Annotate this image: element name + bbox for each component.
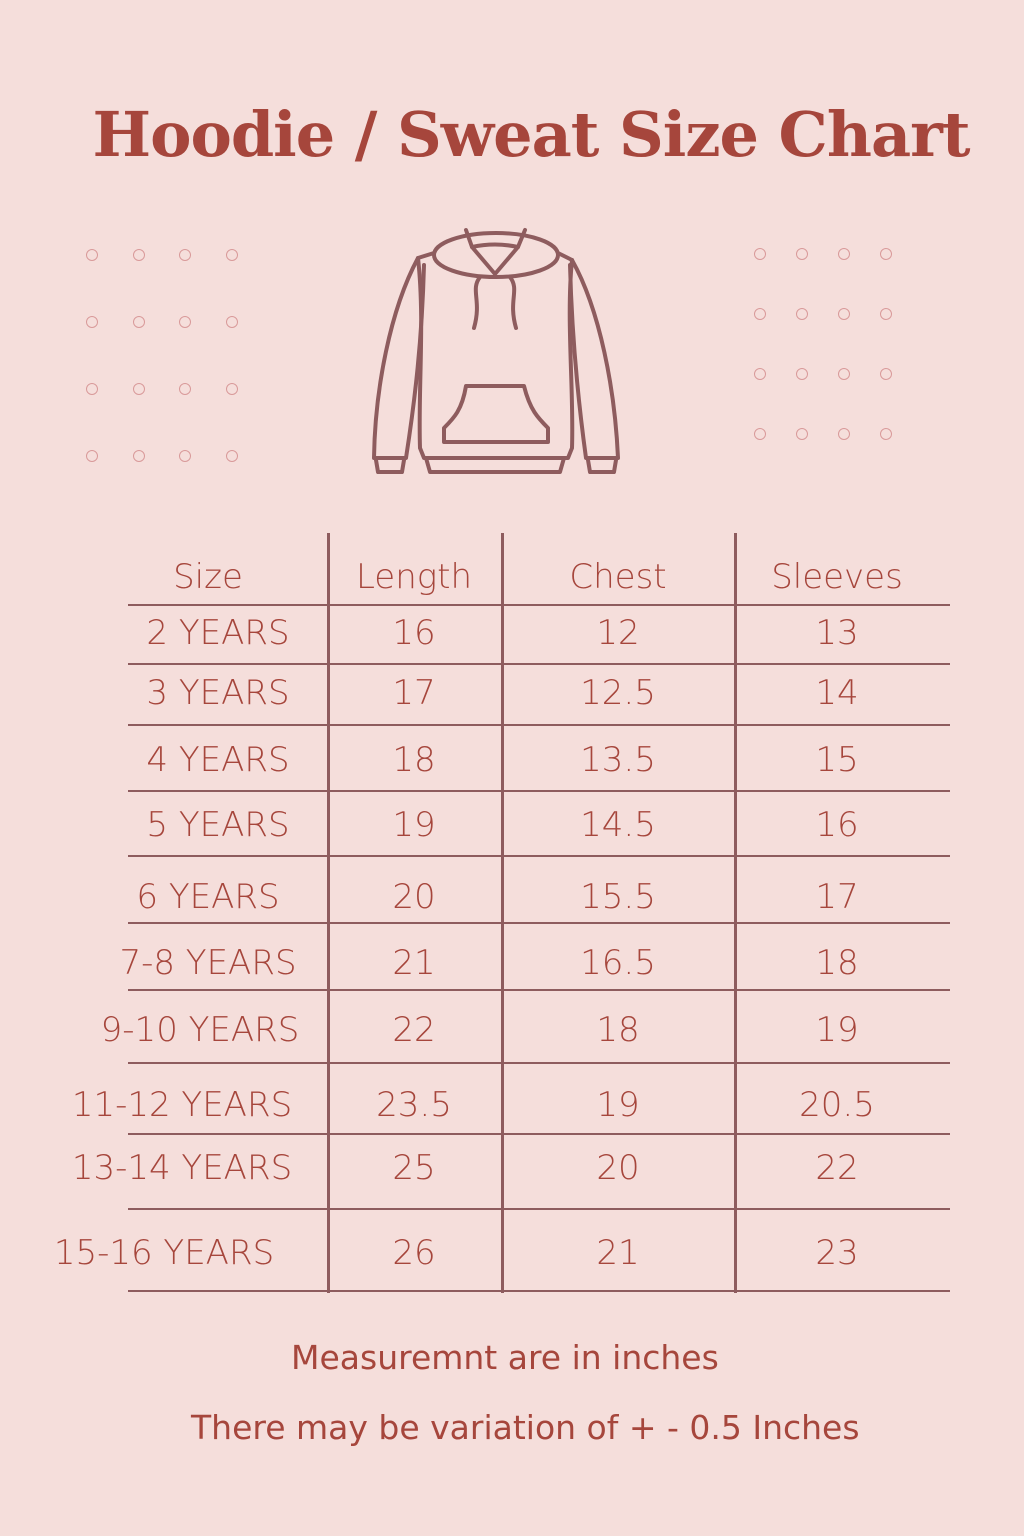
- row-divider: [128, 922, 950, 924]
- row-divider: [128, 724, 950, 726]
- dot: [754, 428, 766, 440]
- chest-cell: 16.5: [580, 943, 656, 983]
- row-divider: [128, 1290, 950, 1292]
- length-cell: 16: [392, 613, 436, 653]
- dot: [179, 383, 191, 395]
- length-cell: 20: [392, 877, 436, 917]
- row-divider: [128, 989, 950, 991]
- dot: [86, 316, 98, 328]
- sleeves-cell: 19: [815, 1010, 859, 1050]
- size-cell: 13-14 YEARS: [71, 1148, 293, 1188]
- size-cell: 3 YEARS: [146, 673, 290, 713]
- column-divider: [501, 533, 504, 1293]
- sleeves-cell: 13: [815, 613, 859, 653]
- dot: [86, 383, 98, 395]
- length-cell: 19: [392, 805, 436, 845]
- size-cell: 7-8 YEARS: [119, 943, 297, 983]
- column-header: Sleeves: [771, 557, 903, 597]
- row-divider: [128, 1062, 950, 1064]
- length-cell: 26: [392, 1233, 436, 1273]
- sleeves-cell: 17: [815, 877, 859, 917]
- dot: [179, 450, 191, 462]
- dot: [132, 316, 145, 328]
- dot: [880, 368, 892, 380]
- row-divider: [128, 663, 950, 665]
- row-divider: [128, 790, 950, 792]
- dot: [880, 428, 892, 440]
- size-cell: 11-12 YEARS: [71, 1085, 293, 1125]
- dot: [225, 316, 238, 328]
- variation-note: There may be variation of + - 0.5 Inches: [191, 1408, 860, 1447]
- dot: [225, 383, 238, 395]
- chest-cell: 12.5: [580, 673, 656, 713]
- sleeves-cell: 23: [815, 1233, 859, 1273]
- sleeves-cell: 14: [815, 673, 859, 713]
- column-divider: [327, 533, 330, 1293]
- page-title: Hoodie / Sweat Size Chart: [92, 98, 971, 171]
- dot: [132, 450, 145, 462]
- dot: [132, 383, 145, 395]
- sleeves-cell: 15: [815, 740, 859, 780]
- dot: [880, 248, 892, 260]
- sleeves-cell: 20.5: [799, 1085, 875, 1125]
- length-cell: 22: [392, 1010, 436, 1050]
- chest-cell: 14.5: [580, 805, 656, 845]
- chest-cell: 12: [596, 613, 640, 653]
- row-divider: [128, 604, 950, 606]
- length-cell: 21: [392, 943, 436, 983]
- dot: [754, 308, 766, 320]
- dot: [796, 248, 808, 260]
- column-header: Size: [173, 557, 243, 597]
- sleeves-cell: 16: [815, 805, 859, 845]
- column-header: Chest: [569, 557, 667, 597]
- decorative-dots-left: [86, 249, 272, 462]
- chest-cell: 20: [596, 1148, 640, 1188]
- chest-cell: 15.5: [580, 877, 656, 917]
- dot: [838, 428, 850, 440]
- size-cell: 9-10 YEARS: [100, 1010, 300, 1050]
- row-divider: [128, 1208, 950, 1210]
- chest-cell: 13.5: [580, 740, 656, 780]
- row-divider: [128, 855, 950, 857]
- dot: [838, 248, 850, 260]
- length-cell: 17: [392, 673, 436, 713]
- dot: [796, 308, 808, 320]
- dot: [86, 249, 98, 261]
- size-cell: 4 YEARS: [146, 740, 290, 780]
- dot: [838, 308, 850, 320]
- chest-cell: 21: [596, 1233, 640, 1273]
- dot: [838, 368, 850, 380]
- dot: [86, 450, 98, 462]
- dot: [796, 428, 808, 440]
- length-cell: 25: [392, 1148, 436, 1188]
- size-cell: 6 YEARS: [136, 877, 280, 917]
- decorative-dots-right: [754, 248, 922, 440]
- size-cell: 2 YEARS: [146, 613, 290, 653]
- chest-cell: 18: [596, 1010, 640, 1050]
- column-divider: [734, 533, 737, 1293]
- size-cell: 15-16 YEARS: [53, 1233, 275, 1273]
- dot: [754, 248, 766, 260]
- dot: [132, 249, 145, 261]
- row-divider: [128, 1133, 950, 1135]
- chest-cell: 19: [596, 1085, 640, 1125]
- length-cell: 23.5: [376, 1085, 452, 1125]
- unit-note: Measuremnt are in inches: [291, 1338, 719, 1377]
- dot: [179, 249, 191, 261]
- dot: [225, 450, 238, 462]
- dot: [880, 308, 892, 320]
- dot: [754, 368, 766, 380]
- size-cell: 5 YEARS: [146, 805, 290, 845]
- column-header: Length: [355, 557, 473, 597]
- dot: [179, 316, 191, 328]
- dot: [225, 249, 238, 261]
- length-cell: 18: [392, 740, 436, 780]
- sleeves-cell: 18: [815, 943, 859, 983]
- hoodie-icon: [372, 228, 620, 474]
- sleeves-cell: 22: [815, 1148, 859, 1188]
- dot: [796, 368, 808, 380]
